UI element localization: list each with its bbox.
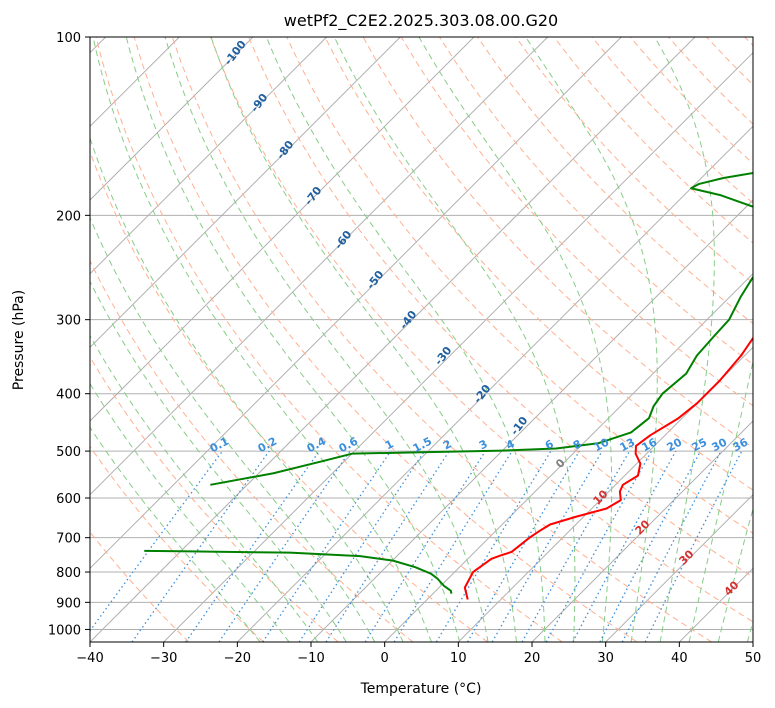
mixing-ratio-line <box>393 450 513 642</box>
moist-adiabat-line <box>125 37 461 642</box>
isotherm-line <box>163 51 753 642</box>
isotherm-line <box>457 346 753 642</box>
mixing-ratio-line <box>572 450 677 642</box>
x-tick-label: 0 <box>381 651 389 666</box>
isotherm-line <box>384 272 753 642</box>
isotherm-line <box>531 420 753 642</box>
mixing-ratio-line <box>185 450 320 642</box>
mixing-ratio-line <box>435 450 552 642</box>
mixing-ratio-line <box>466 450 580 642</box>
mixing-ratio-line <box>131 450 270 642</box>
dry-adiabat-line <box>286 37 753 534</box>
moist-adiabat-line <box>90 216 376 642</box>
dry-adiabat-line <box>90 445 264 642</box>
isotherm-line <box>90 37 696 642</box>
isotherm-line <box>90 37 549 496</box>
mixing-ratio-line <box>298 450 425 642</box>
mixing-ratio-line <box>325 450 450 642</box>
moist-adiabat-line <box>717 506 753 642</box>
profile-series-2 <box>210 171 753 486</box>
moist-adiabat-line <box>525 37 658 642</box>
mixing-ratio-label: 36 <box>731 435 751 454</box>
mixing-ratio-line <box>599 450 702 642</box>
moist-adiabat-line <box>265 37 546 642</box>
x-tick-label: 10 <box>450 651 467 666</box>
moist-adiabat-line <box>90 426 261 642</box>
dry-adiabat-line <box>95 37 563 642</box>
moist-adiabat-line <box>688 358 753 642</box>
moist-adiabat-line <box>654 37 715 642</box>
y-tick-label: 600 <box>56 492 81 507</box>
isotherm-line <box>90 37 328 275</box>
x-tick-label: 40 <box>671 651 688 666</box>
mixing-ratio-label: 13 <box>618 436 638 455</box>
x-tick-label: 50 <box>745 651 762 666</box>
dry-adiabat-line <box>171 37 712 642</box>
y-tick-label: 800 <box>56 566 81 581</box>
dry-adiabat-line <box>324 37 753 491</box>
mixing-ratio-line <box>364 450 486 642</box>
moist-adiabat-line <box>164 37 489 642</box>
x-tick-label: 30 <box>597 651 614 666</box>
moist-adiabat-line <box>210 37 517 642</box>
data-series <box>144 171 753 600</box>
plot-frame <box>89 36 754 643</box>
mixing-ratio-label: 16 <box>640 435 660 454</box>
y-tick-label: 100 <box>56 31 81 46</box>
dry-adiabat-line <box>210 37 753 623</box>
y-axis-title: Pressure (hPa) <box>11 290 27 390</box>
mixing-ratio-line <box>218 450 351 642</box>
y-tick-label: 500 <box>56 445 81 460</box>
moist-adiabat-line <box>90 136 404 642</box>
isotherm-line <box>605 493 753 642</box>
dry-adiabat-line <box>90 259 414 642</box>
x-tick-label: −40 <box>76 651 103 666</box>
isotherm-line <box>90 37 475 422</box>
x-tick-label: 20 <box>524 651 541 666</box>
y-tick-label: 700 <box>56 532 81 547</box>
moist-adiabat-line <box>418 37 613 642</box>
isotherm-line <box>752 641 753 642</box>
isotherm-line <box>90 37 401 349</box>
mixing-ratio-line <box>262 450 392 642</box>
y-tick-label: 900 <box>56 596 81 611</box>
x-tick-label: −30 <box>150 651 177 666</box>
background-lines <box>90 37 753 642</box>
plot-background <box>90 37 753 642</box>
y-tick-label: 300 <box>56 314 81 329</box>
mixing-ratio-label: 30 <box>710 435 730 454</box>
moist-adiabat-line <box>92 37 432 642</box>
isotherm-line <box>90 37 622 570</box>
profile-series-0 <box>463 336 753 600</box>
y-tick-label: 200 <box>56 209 81 224</box>
mixing-ratio-label: 25 <box>690 436 710 455</box>
chart-title: wetPf2_C2E2.2025.303.08.00.G20 <box>284 11 558 31</box>
y-tick-label: 1000 <box>48 623 81 638</box>
moist-adiabat-line <box>333 37 576 642</box>
moist-adiabat-line <box>90 334 319 642</box>
y-tick-label: 400 <box>56 388 81 403</box>
profile-series-1 <box>144 549 453 594</box>
moist-adiabat-line <box>90 280 347 642</box>
x-tick-label: −20 <box>224 651 251 666</box>
isotherm-line <box>90 37 254 201</box>
moist-adiabat-line <box>90 382 290 642</box>
isotherm-line <box>236 125 753 642</box>
mixing-ratio-label: 10 <box>592 435 612 454</box>
x-tick-label: −10 <box>297 651 324 666</box>
x-axis-title: Temperature (°C) <box>360 681 482 697</box>
mixing-ratio-label: 20 <box>665 435 685 454</box>
axes: −40 −30 −20 −10 0 10 20 30 40 50 100 200 300 400 500 60… <box>48 31 761 666</box>
